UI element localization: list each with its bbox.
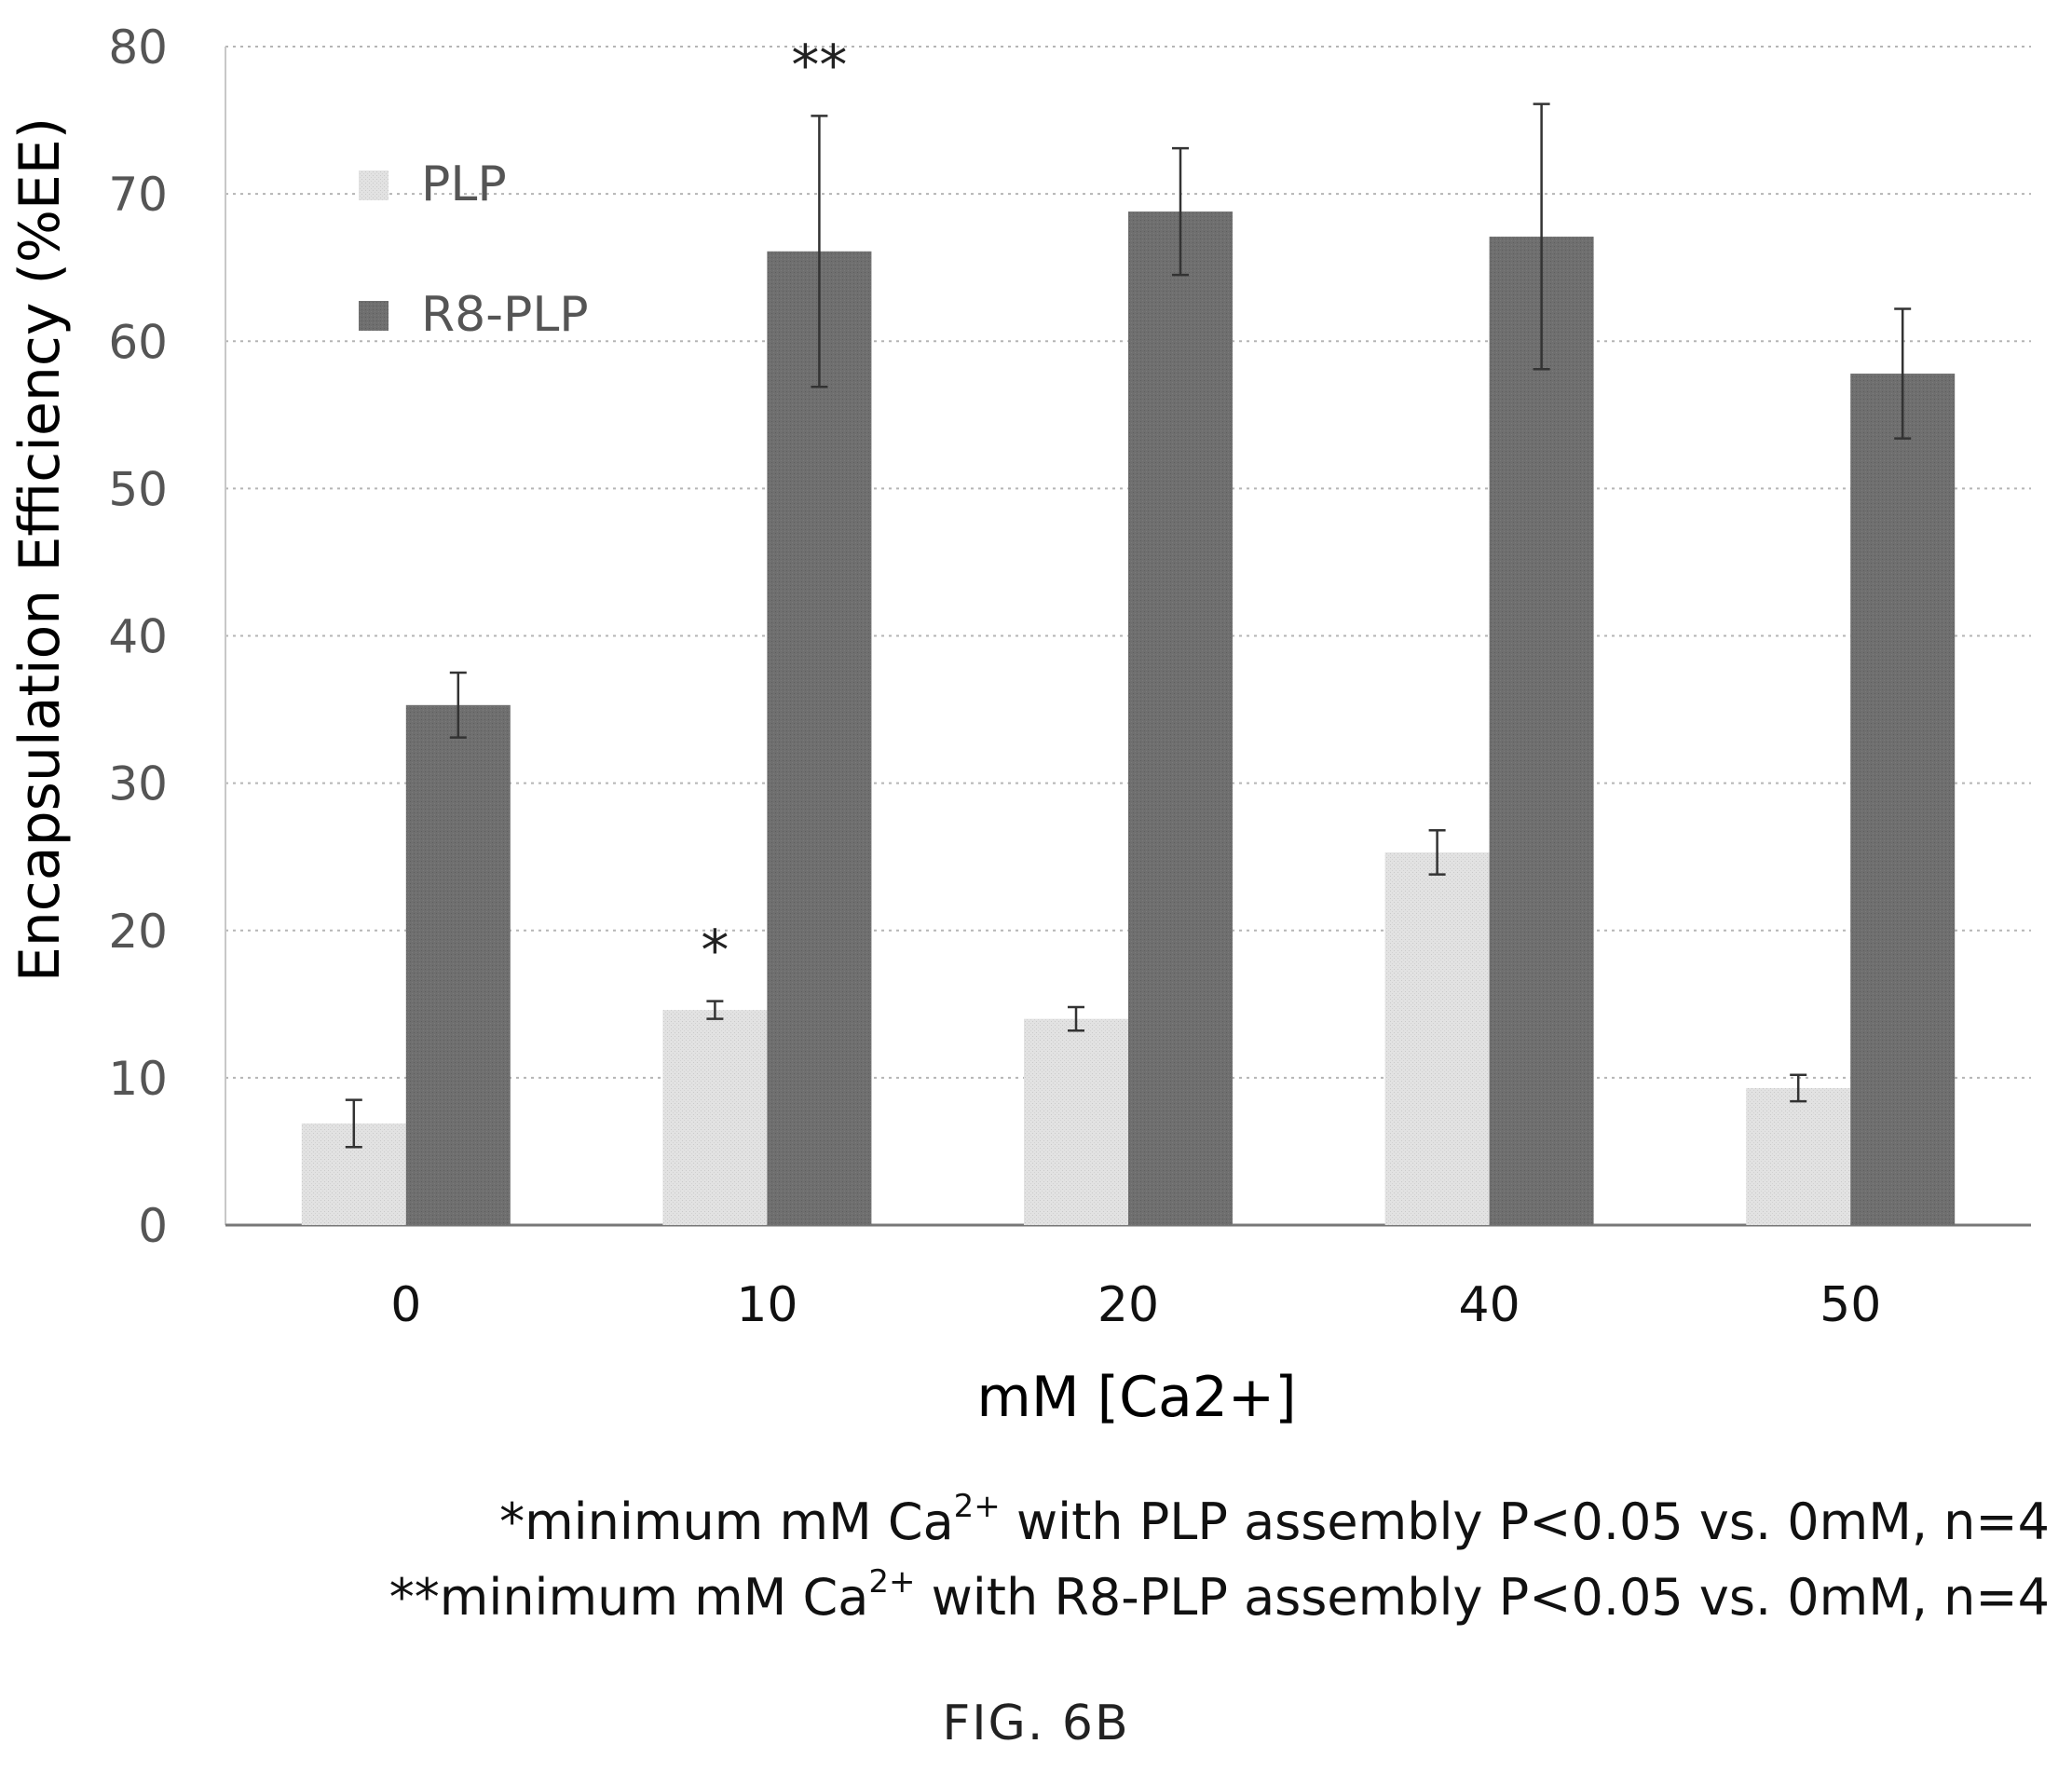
error-bar-plp-20	[1068, 1005, 1084, 1032]
y-tick-label-20: 20	[108, 905, 168, 959]
footnote-r8-plp-sup: 2+	[868, 1563, 916, 1601]
error-bar-r8-plp-50	[1894, 307, 1912, 440]
y-tick-label-40: 40	[108, 610, 168, 664]
y-tick-label-50: 50	[108, 462, 168, 516]
y-axis-title: Encapsulation Efficiency (%EE)	[7, 117, 73, 982]
x-tick-label-0: 0	[390, 1277, 421, 1333]
bar-r8-plp-20	[1128, 211, 1233, 1226]
error-bar-plp-40	[1428, 828, 1446, 876]
y-tick-label-0: 0	[138, 1199, 168, 1253]
x-axis-title: mM [Ca2+]	[976, 1365, 1296, 1430]
y-tick-label-60: 60	[108, 315, 168, 369]
x-tick-labels: 0 10 20 40 50	[390, 1277, 1881, 1333]
error-bar-plp-0	[345, 1098, 362, 1149]
bar-r8-plp-40	[1489, 236, 1594, 1226]
y-tick-label-10: 10	[108, 1052, 168, 1106]
footnote-plp-pre: *minimum mM Ca	[499, 1492, 954, 1551]
error-bar-r8-plp-0	[449, 671, 467, 739]
bar-plp-40	[1384, 852, 1490, 1225]
error-bar-plp-10	[706, 1000, 724, 1020]
bar-r8-plp-10	[767, 251, 872, 1226]
legend: PLP R8-PLP	[359, 157, 589, 343]
x-tick-label-20: 20	[1097, 1277, 1159, 1333]
error-bars	[345, 102, 1912, 1149]
significance-annotations: ***	[701, 33, 847, 983]
footnote-plp-sup: 2+	[953, 1488, 1001, 1525]
bars	[301, 211, 1956, 1226]
error-bar-r8-plp-40	[1533, 102, 1550, 371]
figure-label: FIG. 6B	[942, 1696, 1130, 1751]
bar-r8-plp-0	[405, 704, 511, 1225]
error-bar-plp-50	[1790, 1073, 1807, 1103]
y-tick-labels: 0 10 20 30 40 50 60 70 80	[108, 20, 168, 1253]
footnote-r8-plp-pre: **minimum mM Ca	[388, 1568, 869, 1627]
x-tick-label-40: 40	[1459, 1277, 1520, 1333]
footnote-r8-plp-post: with R8-PLP assembly P<0.05 vs. 0mM, n=4	[915, 1568, 2050, 1627]
x-tick-label-50: 50	[1820, 1277, 1881, 1333]
significance-mark-2: **	[791, 33, 847, 98]
y-tick-label-70: 70	[108, 168, 168, 222]
legend-label-plp: PLP	[421, 157, 507, 212]
y-tick-label-80: 80	[108, 20, 168, 75]
bar-plp-50	[1746, 1087, 1851, 1225]
y-tick-label-30: 30	[108, 757, 168, 811]
bar-plp-10	[662, 1010, 768, 1225]
bar-r8-plp-50	[1850, 374, 1956, 1226]
footnote-plp: *minimum mM Ca2+ with PLP assembly P<0.0…	[499, 1491, 2050, 1551]
footnote-plp-post: with PLP assembly P<0.05 vs. 0mM, n=4	[1000, 1492, 2050, 1551]
bar-plp-20	[1024, 1018, 1128, 1225]
error-bar-r8-plp-20	[1172, 146, 1189, 277]
x-tick-label-10: 10	[736, 1277, 797, 1333]
legend-label-r8-plp: R8-PLP	[421, 287, 589, 343]
significance-mark-1: *	[701, 919, 729, 984]
footnote-r8-plp: **minimum mM Ca2+ with R8-PLP assembly P…	[388, 1566, 2050, 1627]
legend-swatch-r8-plp	[359, 301, 388, 331]
legend-swatch-plp	[359, 170, 388, 200]
error-bar-r8-plp-10	[811, 115, 828, 388]
